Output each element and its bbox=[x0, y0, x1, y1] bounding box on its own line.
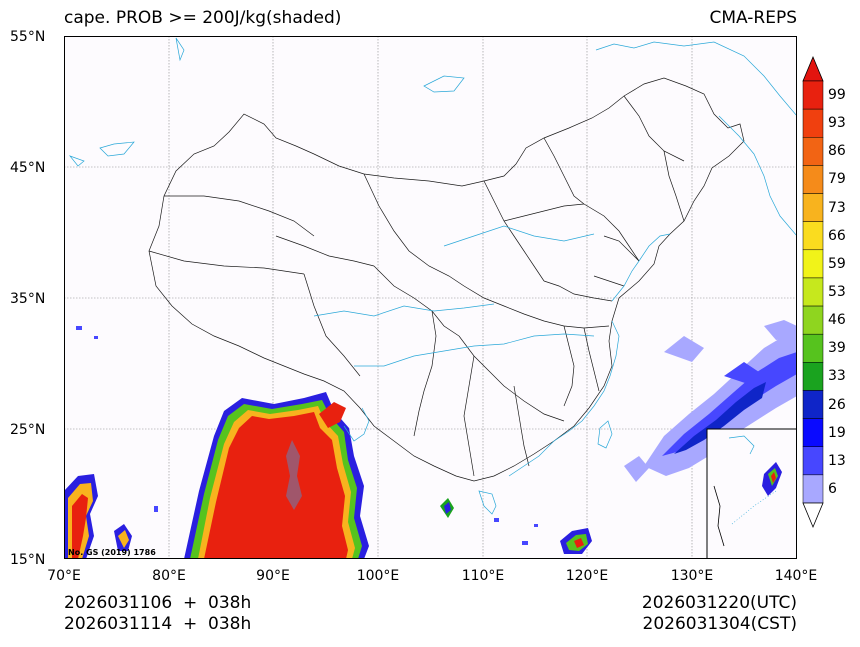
colorbar-label: 13 bbox=[828, 452, 846, 469]
colorbar-over-triangle bbox=[802, 55, 824, 82]
lat-label-35: 35°N bbox=[10, 291, 46, 307]
colorbar-label: 73 bbox=[828, 199, 846, 216]
footer-valid-cst: 2026031304(CST) bbox=[642, 614, 797, 634]
colorbar-label: 33 bbox=[828, 368, 846, 385]
footer-init-cst: 2026031114 + 038h bbox=[64, 614, 252, 634]
inset-contents bbox=[713, 435, 782, 547]
colorbar-bin bbox=[802, 193, 824, 222]
lon-label-80: 80°E bbox=[152, 568, 186, 584]
footer-valid: 2026031220(UTC) 2026031304(CST) bbox=[642, 593, 797, 635]
lon-label-130: 130°E bbox=[670, 568, 714, 584]
colorbar-bin bbox=[802, 390, 824, 419]
model-name: CMA-REPS bbox=[709, 8, 797, 28]
colorbar-under-triangle bbox=[802, 502, 824, 529]
lon-label-70: 70°E bbox=[47, 568, 81, 584]
colorbar bbox=[802, 55, 824, 529]
colorbar-bin bbox=[802, 108, 824, 138]
lon-label-100: 100°E bbox=[356, 568, 400, 584]
colorbar-bin bbox=[802, 418, 824, 447]
colorbar-label: 86 bbox=[828, 143, 846, 160]
footer-init-utc: 2026031106 + 038h bbox=[64, 593, 252, 613]
colorbar-bin bbox=[802, 137, 824, 166]
colorbar-bin bbox=[802, 333, 824, 363]
colorbar-label: 46 bbox=[828, 312, 846, 329]
prob-shading-specks bbox=[76, 326, 538, 545]
colorbar-label: 59 bbox=[828, 255, 846, 272]
lon-label-120: 120°E bbox=[565, 568, 609, 584]
colorbar-label: 6 bbox=[828, 480, 837, 497]
map-approval-number: No. GS (2019) 1786 bbox=[68, 548, 156, 557]
colorbar-label: 99 bbox=[828, 87, 846, 104]
colorbar-bin bbox=[802, 474, 824, 504]
colorbar-label: 79 bbox=[828, 171, 846, 188]
colorbar-bin bbox=[802, 446, 824, 476]
colorbar-bin bbox=[802, 305, 824, 335]
map-frame bbox=[64, 36, 797, 559]
lon-label-140: 140°E bbox=[774, 568, 818, 584]
colorbar-label: 66 bbox=[828, 227, 846, 244]
lat-label-45: 45°N bbox=[10, 160, 46, 176]
map-panel: No. GS (2019) 1786 bbox=[64, 36, 797, 559]
lat-label-55: 55°N bbox=[10, 29, 46, 45]
prob-shading-south-china-sea bbox=[440, 498, 592, 554]
graticule bbox=[64, 36, 797, 559]
coastlines-rivers bbox=[68, 37, 797, 515]
colorbar-label: 39 bbox=[828, 340, 846, 357]
prob-shading-pacific bbox=[624, 320, 797, 482]
lon-label-90: 90°E bbox=[256, 568, 290, 584]
lon-label-110: 110°E bbox=[461, 568, 505, 584]
footer-valid-utc: 2026031220(UTC) bbox=[641, 593, 797, 613]
lat-label-15: 15°N bbox=[10, 552, 46, 568]
colorbar-label: 53 bbox=[828, 284, 846, 300]
colorbar-bin bbox=[802, 249, 824, 279]
lat-label-25: 25°N bbox=[10, 422, 46, 438]
china-boundaries bbox=[148, 77, 745, 482]
colorbar-label: 26 bbox=[828, 396, 846, 413]
colorbar-label: 19 bbox=[828, 424, 846, 441]
prob-shading-bay-of-bengal bbox=[184, 392, 369, 559]
map-background bbox=[64, 36, 797, 559]
colorbar-bin bbox=[802, 277, 824, 307]
footer-init: 2026031106 + 038h 2026031114 + 038h bbox=[64, 593, 251, 635]
prob-shading-arabian-coast bbox=[64, 474, 132, 559]
map-title: cape. PROB >= 200J/kg(shaded) bbox=[64, 8, 342, 28]
colorbar-bin bbox=[802, 221, 824, 251]
colorbar-bin bbox=[802, 165, 824, 194]
colorbar-bin bbox=[802, 362, 824, 391]
south-china-sea-inset bbox=[706, 428, 797, 559]
colorbar-label: 93 bbox=[828, 115, 846, 132]
colorbar-bin bbox=[802, 80, 824, 110]
